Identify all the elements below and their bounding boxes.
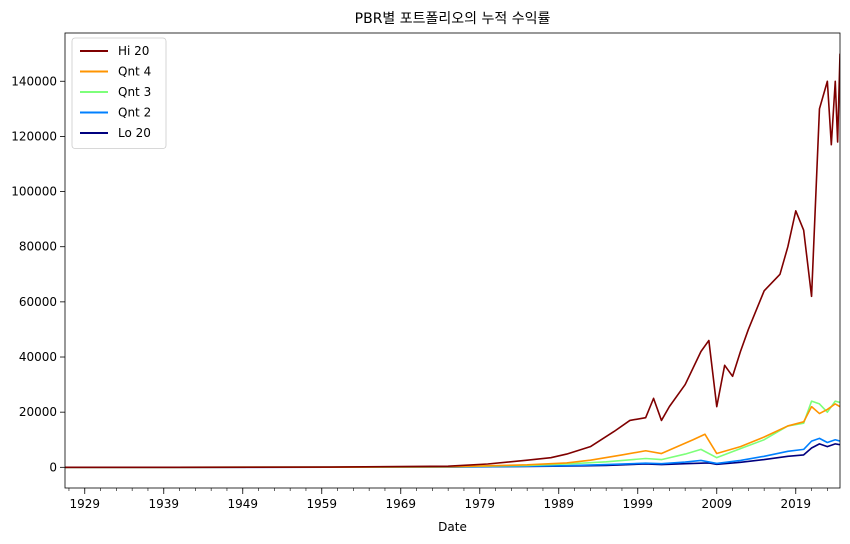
legend-label: Lo 20	[118, 126, 151, 140]
x-tick-label: 2009	[701, 497, 732, 511]
y-tick-label: 120000	[11, 129, 57, 143]
x-tick-label: 2019	[780, 497, 811, 511]
x-tick-label: 1929	[69, 497, 100, 511]
x-tick-label: 1999	[622, 497, 653, 511]
legend-label: Hi 20	[118, 44, 149, 58]
y-tick-label: 20000	[19, 405, 57, 419]
y-tick-label: 60000	[19, 295, 57, 309]
x-tick-label: 1939	[148, 497, 179, 511]
y-tick-label: 100000	[11, 185, 57, 199]
x-tick-label: 1969	[385, 497, 416, 511]
legend: Hi 20 Qnt 4 Qnt 3 Qnt 2 Lo 20	[71, 37, 167, 149]
chart-title: PBR별 포트폴리오의 누적 수익률	[355, 11, 551, 27]
y-tick-label: 40000	[19, 350, 57, 364]
x-axis-label: Date	[438, 520, 467, 534]
series-line-hi-20	[65, 53, 840, 469]
x-tick-label: 1979	[464, 497, 495, 511]
y-tick-label: 0	[49, 460, 57, 474]
legend-label: Qnt 3	[118, 85, 151, 99]
y-axis-ticks: 0 20000 40000 60000 80000 100000 120000 140000	[11, 74, 65, 474]
x-axis-ticks: 1929 1939 1949 1959 1969 1979 1989 1999 2009 2019	[68, 488, 828, 511]
legend-label: Qnt 2	[118, 106, 151, 120]
x-tick-label: 1949	[227, 497, 258, 511]
series-line-qnt-3	[65, 400, 840, 469]
legend-box	[71, 37, 167, 149]
y-tick-label: 80000	[19, 240, 57, 254]
series-line-qnt-4	[65, 403, 840, 469]
plot-frame	[64, 32, 841, 489]
series-line-qnt-2	[65, 437, 840, 469]
x-tick-label: 1989	[543, 497, 574, 511]
legend-label: Qnt 4	[118, 65, 151, 79]
x-tick-label: 1959	[306, 497, 337, 511]
y-tick-label: 140000	[11, 74, 57, 88]
plot-area	[64, 32, 841, 489]
